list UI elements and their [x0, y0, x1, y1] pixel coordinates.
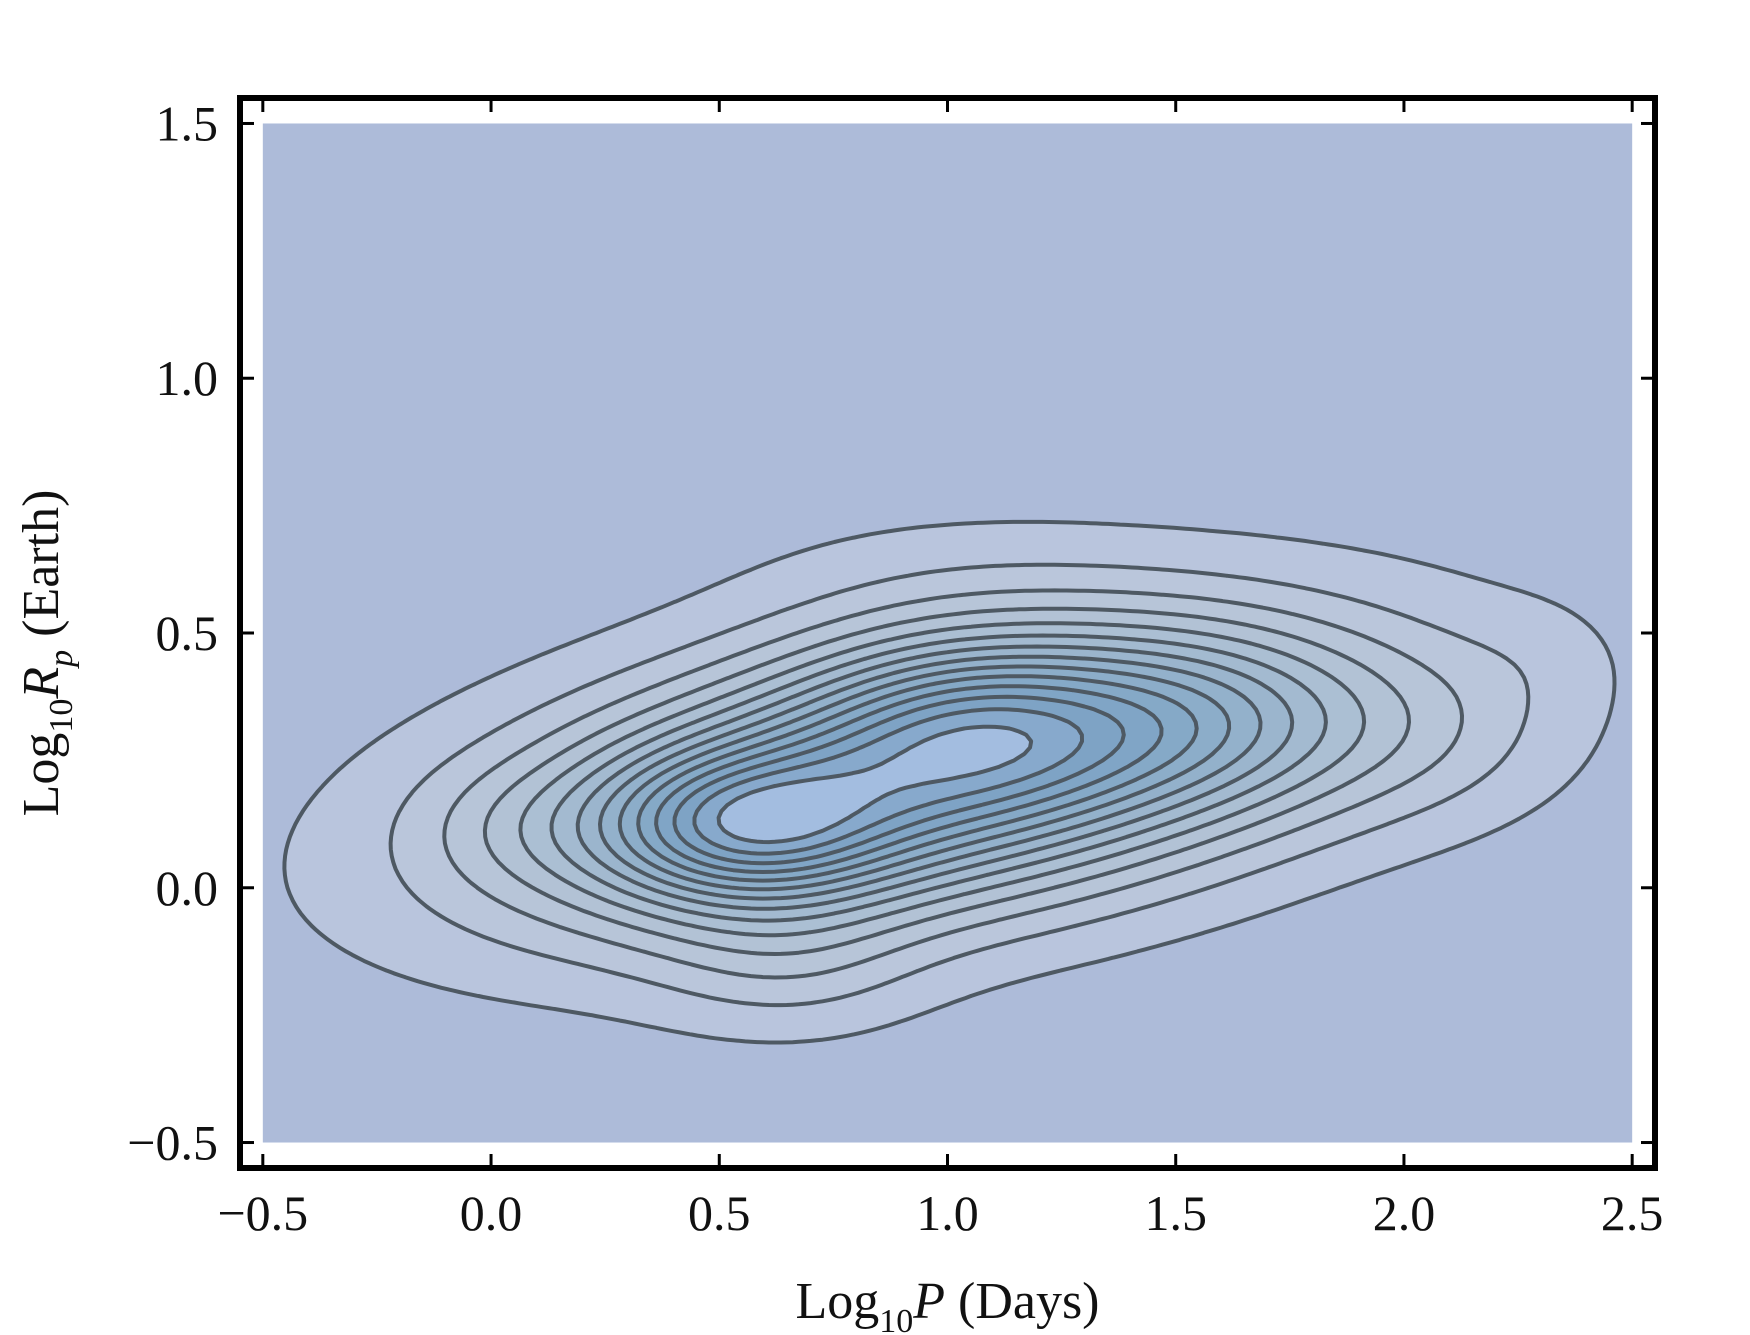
y-axis-label: Log10Rp (Earth) — [13, 490, 80, 817]
y-tick-label-0: −0.5 — [127, 1115, 218, 1171]
x-tick-label-6: 2.5 — [1601, 1185, 1664, 1241]
x-axis-tick-labels: −0.5 0.0 0.5 1.0 1.5 2.0 2.5 — [217, 1185, 1663, 1241]
x-tick-label-3: 1.0 — [916, 1185, 979, 1241]
x-tick-label-4: 1.5 — [1144, 1185, 1207, 1241]
y-tick-label-2: 0.5 — [156, 605, 219, 661]
x-tick-label-0: −0.5 — [217, 1185, 308, 1241]
contour-level-14 — [716, 724, 1034, 845]
x-axis-label: Log10P (Days) — [795, 1273, 1099, 1335]
x-tick-label-5: 2.0 — [1373, 1185, 1436, 1241]
y-tick-label-4: 1.5 — [156, 95, 219, 151]
y-tick-label-1: 0.0 — [156, 860, 219, 916]
contour-layers — [282, 519, 1617, 1045]
axis-ticks — [240, 98, 1655, 1168]
x-tick-label-2: 0.5 — [688, 1185, 751, 1241]
x-tick-label-1: 0.0 — [460, 1185, 523, 1241]
plot-area — [262, 123, 1633, 1143]
y-axis-tick-labels: −0.5 0.0 0.5 1.0 1.5 — [127, 95, 218, 1170]
y-tick-label-3: 1.0 — [156, 350, 219, 406]
